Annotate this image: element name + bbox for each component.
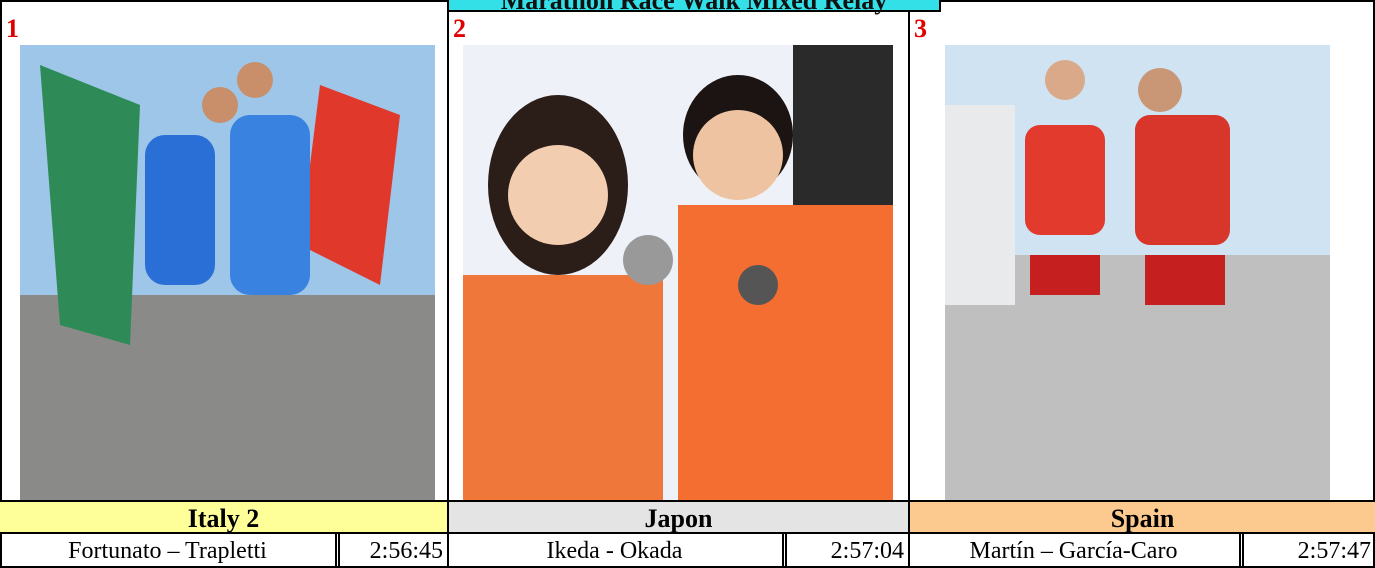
photo <box>945 45 1330 500</box>
team-name: Japon <box>447 500 908 534</box>
athletes: Martín – García-Caro <box>969 538 1178 564</box>
photo <box>463 45 893 500</box>
divider <box>447 0 449 568</box>
rank: 2 <box>453 14 466 43</box>
divider <box>908 0 910 568</box>
rank: 1 <box>6 14 19 43</box>
team-name: Italy 2 <box>0 500 447 534</box>
title: Marathon Race Walk Mixed Relay <box>447 0 941 14</box>
time: 2:57:04 <box>782 534 908 568</box>
photo <box>20 45 435 500</box>
time: 2:56:45 <box>335 534 447 568</box>
team-name: Spain <box>908 500 1375 534</box>
rank: 3 <box>914 14 927 43</box>
athletes: Fortunato – Trapletti <box>68 538 267 564</box>
athletes: Ikeda - Okada <box>546 538 683 564</box>
time: 2:57:47 <box>1239 534 1375 568</box>
